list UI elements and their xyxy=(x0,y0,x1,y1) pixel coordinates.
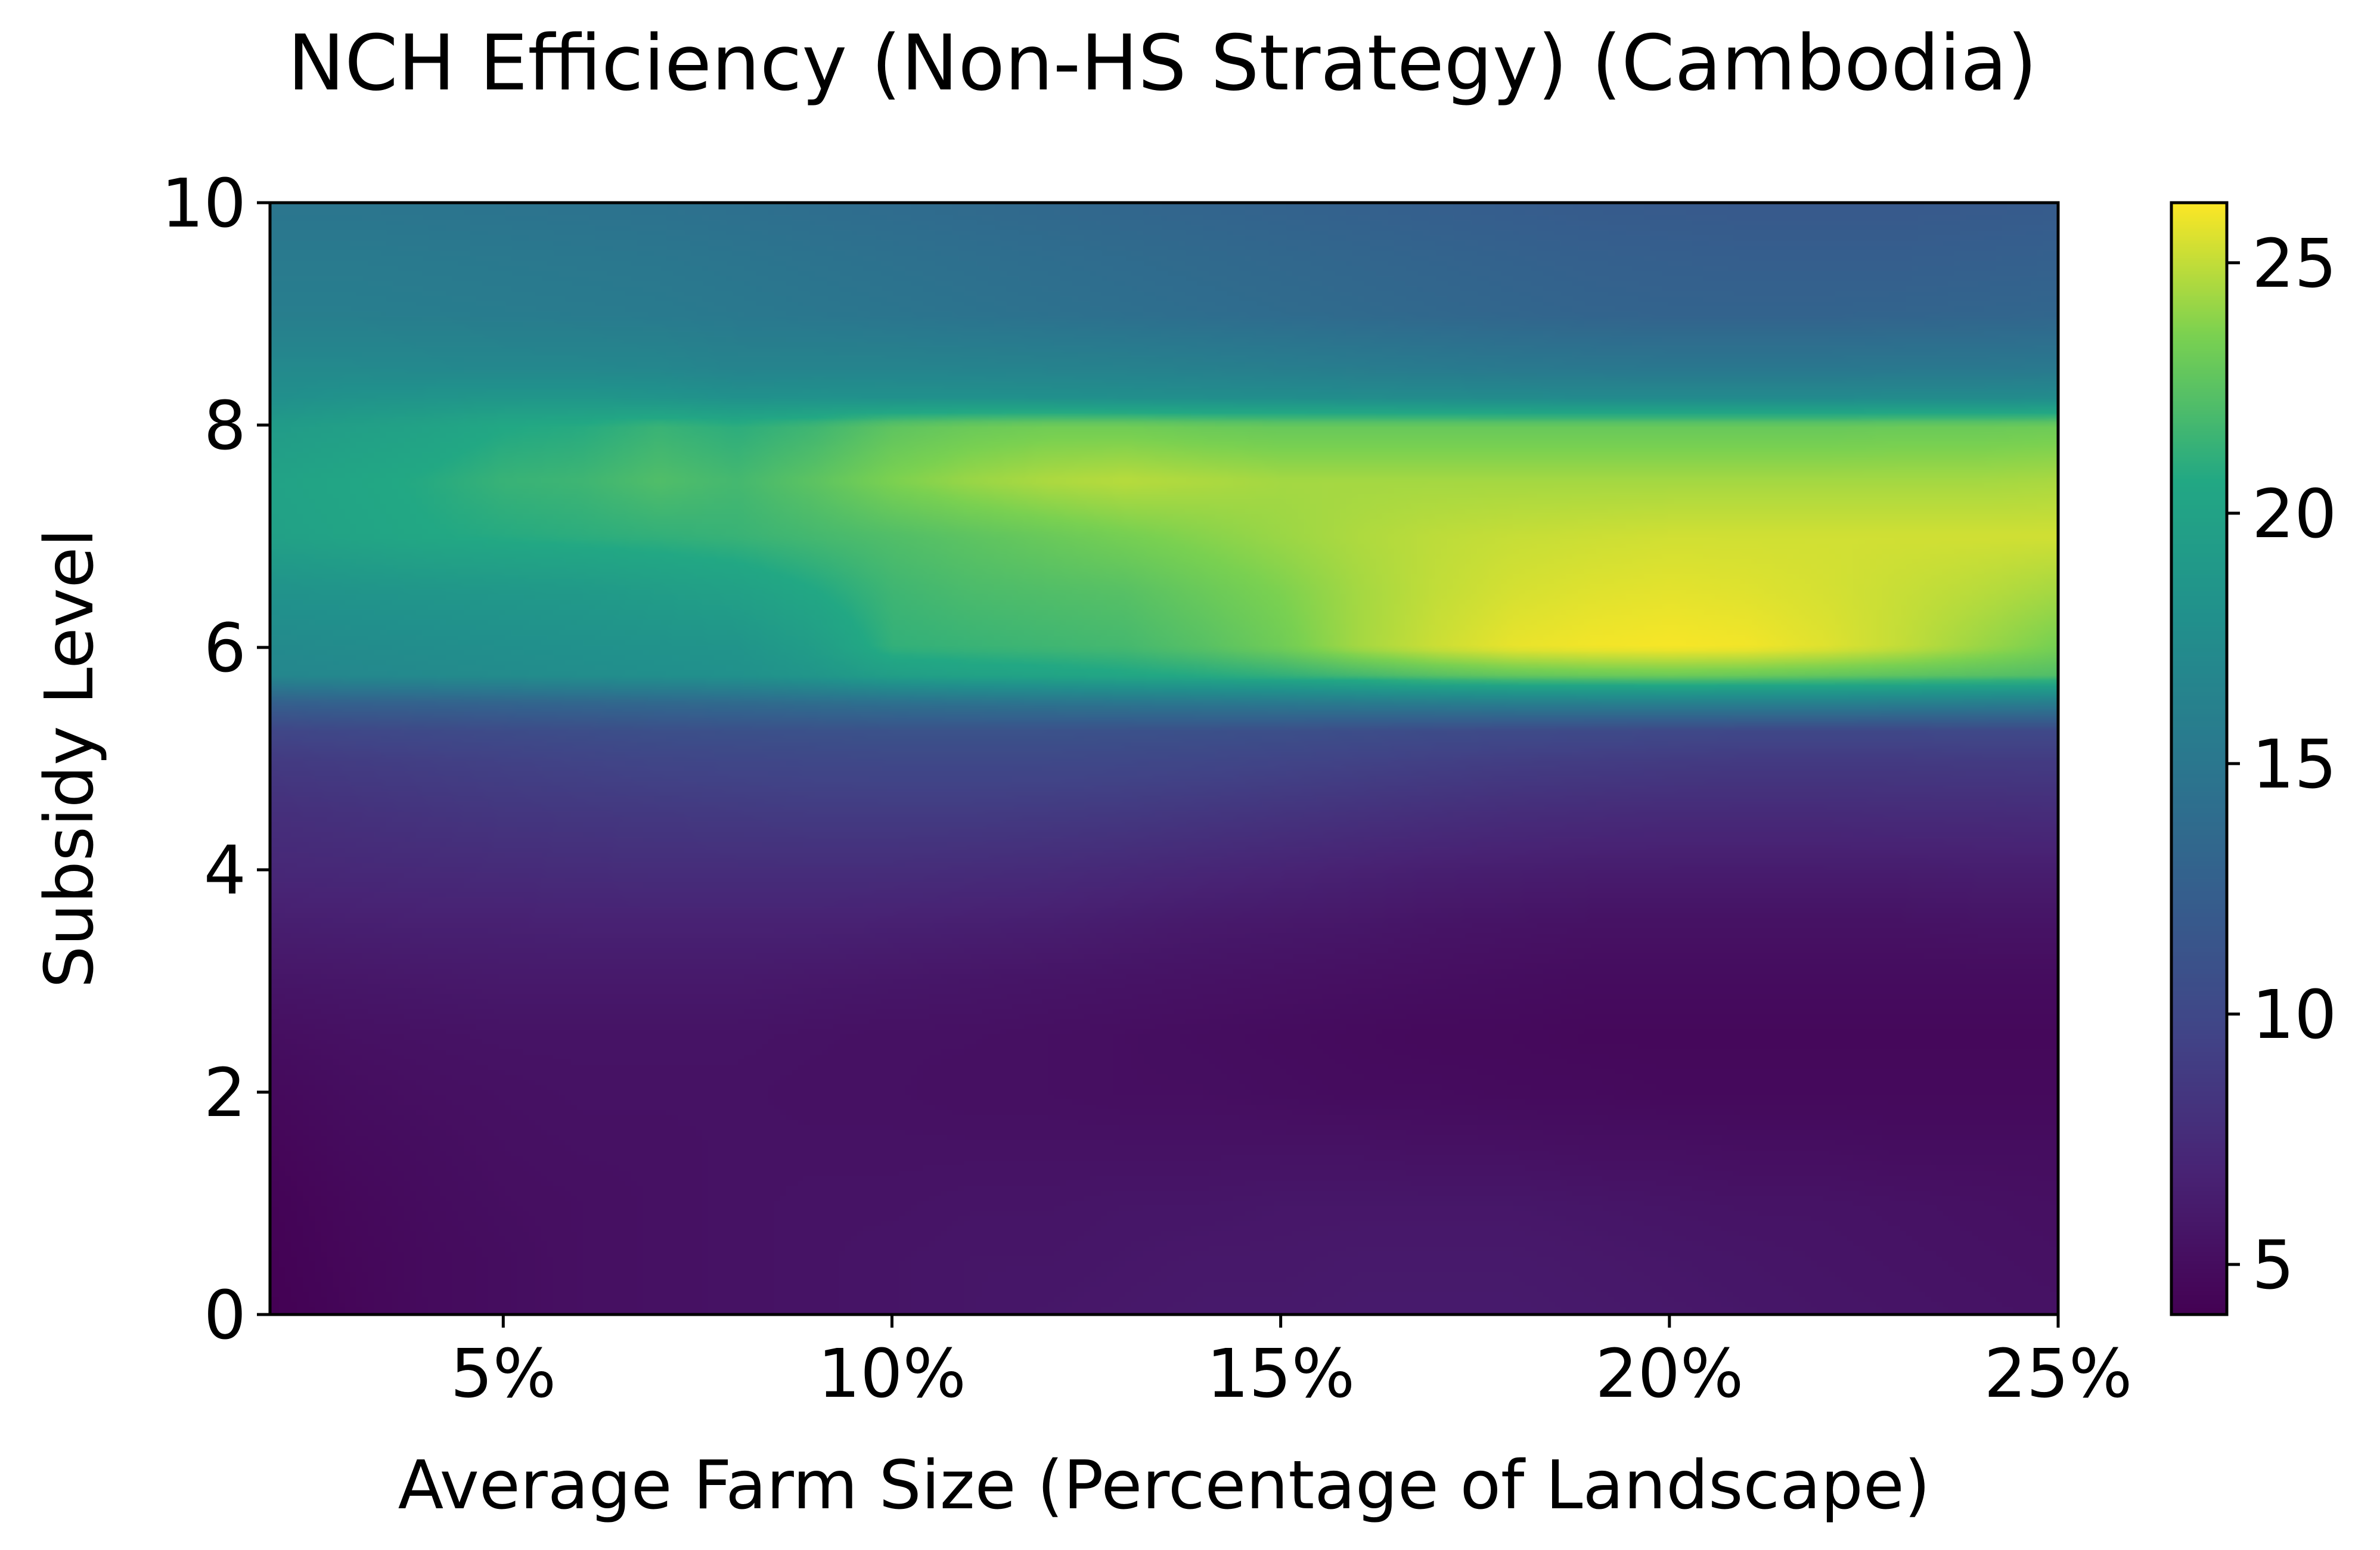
y-tick-label: 10 xyxy=(161,165,246,243)
x-axis: 5% 10% 15% 20% 25% xyxy=(450,1315,2132,1413)
x-tick-label: 15% xyxy=(1206,1335,1355,1413)
y-axis: 0 2 4 6 8 10 xyxy=(161,165,270,1354)
colorbar-axis: 5 10 15 20 25 xyxy=(2227,225,2337,1304)
x-tick-label: 10% xyxy=(818,1335,966,1413)
y-tick-label: 6 xyxy=(204,610,246,687)
y-tick-label: 2 xyxy=(204,1055,246,1132)
x-tick-label: 25% xyxy=(1984,1335,2133,1413)
y-tick-label: 0 xyxy=(204,1277,246,1354)
chart-title: NCH Efficiency (Non-HS Strategy) (Cambod… xyxy=(287,19,2037,108)
colorbar-tick-label: 25 xyxy=(2252,225,2337,303)
colorbar-tick-label: 10 xyxy=(2252,976,2337,1054)
colorbar-tick-label: 20 xyxy=(2252,476,2337,553)
colorbar-frame xyxy=(2170,201,2229,1316)
colorbar-gradient xyxy=(2171,203,2227,1315)
colorbar-tick-label: 5 xyxy=(2252,1227,2294,1304)
x-tick-label: 5% xyxy=(450,1335,556,1413)
plot-frame xyxy=(268,201,2060,1316)
heatmap-image xyxy=(270,203,2058,1315)
y-tick-label: 4 xyxy=(204,832,246,910)
colorbar-tick-label: 15 xyxy=(2252,726,2337,804)
y-axis-label: Subsidy Level xyxy=(31,528,108,988)
x-axis-label: Average Farm Size (Percentage of Landsca… xyxy=(398,1447,1931,1524)
y-tick-label: 8 xyxy=(204,388,246,465)
x-tick-label: 20% xyxy=(1595,1335,1743,1413)
